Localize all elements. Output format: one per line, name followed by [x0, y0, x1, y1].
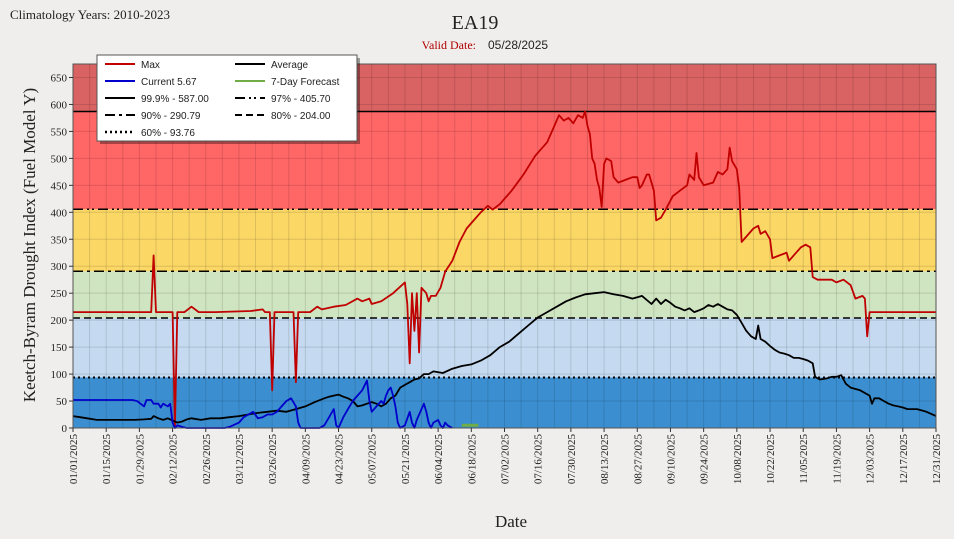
y-axis-label: Keetch-Byram Drought Index (Fuel Model Y… [20, 88, 39, 402]
valid-date-label: Valid Date: [422, 38, 476, 52]
x-tick-label: 04/23/2025 [334, 434, 346, 485]
x-tick-label: 05/07/2025 [367, 434, 379, 485]
y-tick-label: 100 [51, 369, 68, 381]
x-tick-label: 12/17/2025 [898, 434, 910, 485]
x-axis-ticks: 01/01/2025 01/15/2025 01/29/2025 02/12/2025… [68, 428, 943, 484]
y-tick-label: 200 [51, 315, 68, 327]
y-tick-label: 550 [51, 126, 68, 138]
x-tick-label: 12/31/2025 [931, 434, 943, 485]
x-tick-label: 03/26/2025 [267, 434, 279, 485]
legend-label: 60% - 93.76 [141, 128, 195, 139]
legend-label: Current 5.67 [141, 77, 197, 88]
x-tick-label: 01/01/2025 [68, 434, 80, 485]
legend-label: 90% - 290.79 [141, 111, 201, 122]
legend-label: 97% - 405.70 [271, 94, 331, 105]
percentile-bands [73, 64, 936, 428]
band-3 [73, 209, 936, 272]
y-axis-ticks: 0 50 100 150 200 250 300 350 400 450 500 550 600 650 [51, 72, 73, 435]
x-axis-label: Date [495, 512, 527, 531]
x-tick-label: 06/18/2025 [466, 434, 478, 485]
y-tick-label: 50 [56, 396, 68, 408]
y-tick-label: 450 [51, 180, 68, 192]
legend-box [96, 54, 358, 142]
y-tick-label: 400 [51, 207, 68, 219]
x-tick-label: 11/05/2025 [798, 434, 810, 484]
x-tick-label: 09/24/2025 [699, 434, 711, 485]
valid-date-value: 05/28/2025 [488, 38, 548, 52]
legend-label: 99.9% - 587.00 [141, 94, 209, 105]
x-tick-label: 02/12/2025 [168, 434, 180, 485]
x-tick-label: 07/30/2025 [566, 434, 578, 485]
x-tick-label: 10/08/2025 [732, 434, 744, 485]
y-tick-label: 250 [51, 288, 68, 300]
x-tick-label: 01/15/2025 [101, 434, 113, 485]
band-0 [73, 377, 936, 428]
x-tick-label: 07/16/2025 [533, 434, 545, 485]
y-tick-label: 0 [62, 423, 68, 435]
series-line-0 [73, 110, 936, 429]
x-tick-label: 01/29/2025 [134, 434, 146, 485]
x-tick-label: 08/13/2025 [599, 434, 611, 485]
x-tick-label: 06/04/2025 [433, 434, 445, 485]
x-tick-label: 11/19/2025 [831, 434, 843, 484]
legend-label: 80% - 204.00 [271, 111, 331, 122]
x-tick-label: 02/26/2025 [201, 434, 213, 485]
x-tick-label: 03/12/2025 [234, 434, 246, 485]
x-tick-label: 07/02/2025 [500, 434, 512, 485]
band-2 [73, 271, 936, 318]
x-tick-label: 04/09/2025 [300, 434, 312, 485]
series-line-1 [72, 291, 937, 424]
y-tick-label: 150 [51, 342, 68, 354]
x-tick-label: 09/10/2025 [665, 434, 677, 485]
x-tick-label: 05/21/2025 [400, 434, 412, 485]
chart-title: EA19 [452, 12, 499, 34]
climatology-label: Climatology Years: 2010-2023 [10, 7, 170, 22]
x-tick-label: 10/22/2025 [765, 434, 777, 485]
legend-label: Max [141, 60, 160, 71]
x-tick-label: 12/03/2025 [865, 434, 877, 485]
legend: Max Average Current 5.67 7-Day Forecast 99.9… [96, 54, 360, 144]
band-1 [73, 317, 936, 378]
y-tick-label: 350 [51, 234, 68, 246]
legend-label: Average [271, 60, 309, 71]
y-tick-label: 500 [51, 153, 68, 165]
y-tick-label: 650 [51, 72, 68, 84]
x-tick-label: 08/27/2025 [632, 434, 644, 485]
y-tick-label: 300 [51, 261, 68, 273]
y-tick-label: 600 [51, 99, 68, 111]
legend-label: 7-Day Forecast [271, 77, 340, 88]
